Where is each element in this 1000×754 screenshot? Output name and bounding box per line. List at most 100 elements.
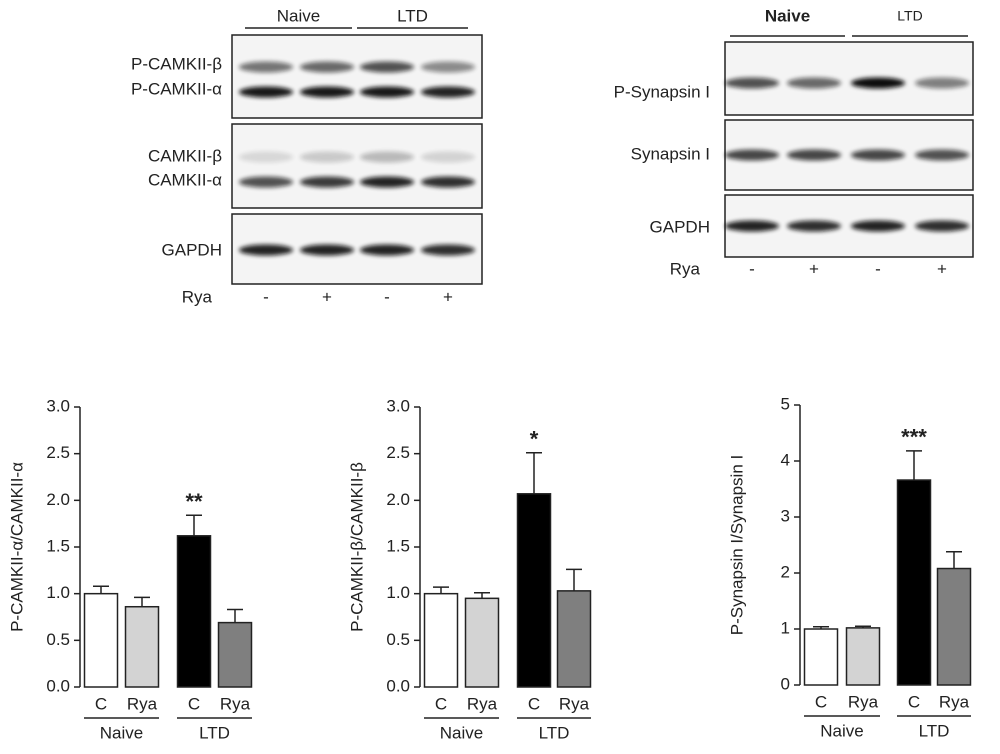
y-axis-label: P-CAMKII-α/CAMKII-α <box>7 462 26 632</box>
blot-band <box>915 149 969 161</box>
bar <box>896 479 932 686</box>
y-tick-label: 2 <box>781 562 790 581</box>
y-tick-label: 1.0 <box>386 583 410 602</box>
x-tick-label: C <box>815 692 827 711</box>
blot-band <box>915 220 969 232</box>
significance: * <box>530 427 539 452</box>
error-bar <box>474 591 490 599</box>
blot-band <box>725 220 779 232</box>
x-tick-label: Rya <box>939 692 970 711</box>
error-bar <box>186 514 202 536</box>
bar <box>936 567 972 686</box>
lane-label: - <box>263 287 269 306</box>
blot-band <box>851 220 905 232</box>
group-label: Naive <box>765 6 810 25</box>
bar <box>83 592 119 688</box>
x-tick-label: Rya <box>467 694 498 713</box>
blot-label: Synapsin I <box>631 144 710 163</box>
x-tick-label: Rya <box>848 692 879 711</box>
treatment-label: Rya <box>670 259 701 278</box>
blot-band <box>300 151 354 163</box>
y-tick-label: 0 <box>781 674 790 693</box>
blot-band <box>239 86 293 98</box>
blot-label: P-CAMKII-β <box>131 54 222 73</box>
blot-panel <box>231 123 483 209</box>
lane-label: - <box>384 287 390 306</box>
group-label: Naive <box>440 723 483 742</box>
bar <box>556 590 592 688</box>
x-tick-label: C <box>188 694 200 713</box>
blot-band <box>851 77 905 89</box>
x-tick-label: Rya <box>559 694 590 713</box>
blot-panel <box>231 34 483 119</box>
error-bar <box>946 550 962 569</box>
blot-label: CAMKII-β <box>148 146 222 165</box>
blot-band <box>421 176 475 188</box>
blot-band <box>300 244 354 256</box>
blot-band <box>360 61 414 73</box>
blot-band <box>915 77 969 89</box>
blot-band <box>421 244 475 256</box>
bar <box>423 592 459 688</box>
y-tick-label: 3.0 <box>386 396 410 415</box>
significance: *** <box>901 425 927 450</box>
blot-band <box>239 61 293 73</box>
y-axis-label: P-Synapsin I/Synapsin I <box>727 455 746 635</box>
bar <box>176 535 212 688</box>
blot-band <box>360 86 414 98</box>
group-label: Naive <box>277 6 320 25</box>
blot-band <box>421 86 475 98</box>
error-bar <box>526 451 542 494</box>
blot-band <box>421 151 475 163</box>
significance: ** <box>185 489 203 514</box>
y-tick-label: 5 <box>781 394 790 413</box>
y-tick-label: 2.0 <box>386 490 410 509</box>
y-tick-label: 4 <box>781 450 790 469</box>
lane-label: + <box>809 259 819 278</box>
group-label: LTD <box>919 721 950 740</box>
y-tick-label: 2.5 <box>46 443 70 462</box>
blot-band <box>239 244 293 256</box>
lane-label: - <box>749 259 755 278</box>
lane-label: - <box>875 259 881 278</box>
y-tick-label: 2.5 <box>386 443 410 462</box>
y-tick-label: 3.0 <box>46 396 70 415</box>
blot-label: P-Synapsin I <box>614 82 710 101</box>
group-label: LTD <box>199 723 230 742</box>
bar <box>516 493 552 688</box>
y-tick-label: 1.5 <box>46 536 70 555</box>
blot-label: GAPDH <box>162 240 222 259</box>
x-tick-label: Rya <box>220 694 251 713</box>
group-label: LTD <box>539 723 570 742</box>
x-tick-label: C <box>435 694 447 713</box>
group-label: LTD <box>897 8 922 24</box>
error-bar <box>93 585 109 594</box>
group-label: Naive <box>100 723 143 742</box>
error-bar <box>906 450 922 481</box>
x-tick-label: C <box>95 694 107 713</box>
lane-label: + <box>443 287 453 306</box>
blot-band <box>360 244 414 256</box>
y-tick-label: 0.0 <box>386 676 410 695</box>
y-tick-label: 0.0 <box>46 676 70 695</box>
blot-band <box>725 149 779 161</box>
error-bar <box>227 608 243 623</box>
error-bar <box>566 568 582 591</box>
y-tick-label: 0.5 <box>386 630 410 649</box>
bar <box>217 621 253 688</box>
x-tick-label: C <box>908 692 920 711</box>
blot-band <box>360 176 414 188</box>
blot-band <box>300 176 354 188</box>
lane-label: + <box>937 259 947 278</box>
y-tick-label: 0.5 <box>46 630 70 649</box>
y-tick-label: 1.5 <box>386 536 410 555</box>
y-tick-label: 1 <box>781 618 790 637</box>
blot-band <box>787 77 841 89</box>
bar <box>124 605 160 688</box>
x-tick-label: C <box>528 694 540 713</box>
blot-label: CAMKII-α <box>148 170 222 189</box>
blot-band <box>421 61 475 73</box>
y-axis-label: P-CAMKII-β/CAMKII-β <box>347 462 366 632</box>
blot-label: P-CAMKII-α <box>131 79 222 98</box>
